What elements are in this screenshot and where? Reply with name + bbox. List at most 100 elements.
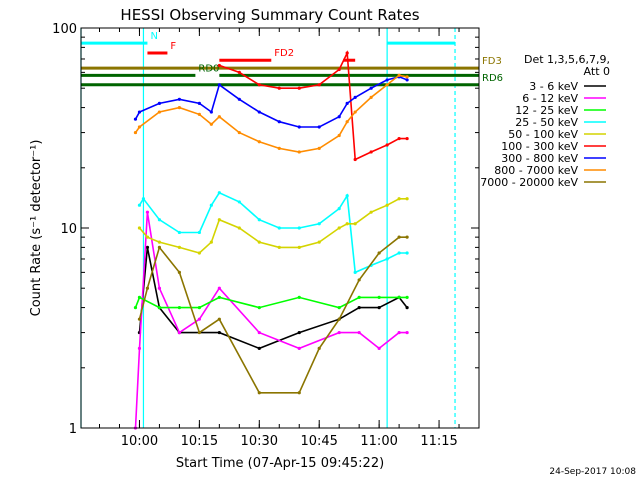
data-point: [357, 330, 361, 335]
data-point: [177, 305, 182, 310]
data-point: [337, 226, 341, 230]
data-point: [357, 278, 361, 282]
data-point: [137, 125, 142, 129]
data-point: [405, 197, 409, 201]
flag-label-n: N: [150, 31, 157, 42]
data-point: [197, 317, 201, 321]
data-point: [405, 235, 409, 239]
data-point: [353, 110, 357, 114]
data-point: [157, 305, 162, 310]
data-point: [157, 110, 162, 114]
data-point: [157, 218, 162, 222]
data-point: [177, 230, 182, 235]
data-point: [297, 125, 301, 129]
legend-title: Det 1,3,5,6,7,9,: [524, 53, 610, 66]
data-point: [217, 191, 221, 195]
data-point: [337, 67, 341, 72]
data-point: [177, 330, 182, 335]
flag-label-fd2: FD2: [274, 48, 294, 59]
data-point: [397, 295, 401, 299]
flag-label-f: F: [170, 41, 176, 52]
data-point: [257, 305, 261, 310]
data-point: [217, 83, 221, 87]
data-point: [257, 83, 261, 87]
data-point: [257, 330, 261, 335]
data-point: [137, 203, 142, 207]
legend-entry-label: 800 - 7000 keV: [494, 164, 578, 177]
data-point: [385, 78, 389, 82]
data-point: [277, 245, 281, 249]
data-point: [137, 226, 142, 230]
data-point: [317, 240, 321, 244]
data-point: [197, 112, 201, 116]
legend-entry-label: 100 - 300 keV: [501, 140, 578, 153]
data-point: [177, 97, 182, 101]
data-point: [397, 136, 401, 141]
legend-entry-label: 300 - 800 keV: [501, 152, 578, 165]
data-point: [277, 86, 281, 90]
data-point: [297, 391, 301, 395]
x-axis: 10:00 10:15 10:30 10:45 11:00 11:15: [99, 28, 480, 449]
data-point: [317, 125, 321, 129]
data-point: [345, 120, 349, 124]
data-point: [137, 317, 142, 321]
flag-label-rd0: RD0: [198, 63, 219, 74]
data-point: [385, 143, 389, 147]
data-point: [297, 245, 301, 249]
data-point: [257, 140, 261, 144]
footer-timestamp: 24-Sep-2017 10:08: [549, 467, 636, 477]
data-point: [317, 146, 321, 151]
data-point: [217, 115, 221, 119]
data-point: [385, 203, 389, 207]
data-point: [297, 346, 301, 351]
data-point: [317, 346, 321, 351]
legend-entry-label: 25 - 50 keV: [515, 116, 578, 129]
data-point: [197, 305, 201, 310]
data-point: [317, 222, 321, 226]
y-axis: 1 10 100: [52, 22, 479, 437]
data-point: [237, 226, 241, 230]
data-point: [145, 210, 150, 214]
data-point: [217, 286, 221, 290]
legend-entry-label: 50 - 100 keV: [508, 128, 578, 141]
data-point: [337, 317, 341, 321]
data-point: [217, 295, 221, 299]
data-point: [277, 226, 281, 230]
data-point: [337, 305, 341, 310]
data-point: [357, 295, 361, 299]
data-point: [237, 70, 241, 74]
data-point: [357, 305, 361, 310]
data-point: [209, 122, 213, 126]
data-point: [145, 245, 150, 249]
chart-title: HESSI Observing Summary Count Rates: [120, 6, 419, 24]
data-point: [345, 222, 349, 226]
data-point: [133, 130, 138, 135]
data-point: [257, 110, 261, 114]
y-tick-label: 100: [52, 22, 77, 37]
data-point: [405, 305, 409, 310]
legend-entry-label: 3 - 6 keV: [529, 80, 578, 93]
data-point: [345, 194, 349, 198]
data-point: [369, 95, 373, 99]
y-tick-label: 1: [69, 422, 77, 437]
data-point: [405, 78, 409, 82]
data-point: [137, 295, 142, 299]
data-point: [197, 230, 201, 235]
legend-entry-label: 7000 - 20000 keV: [480, 176, 578, 189]
data-point: [397, 235, 401, 239]
data-point: [397, 197, 401, 201]
data-point: [257, 240, 261, 244]
data-point: [177, 105, 182, 110]
data-point: [337, 207, 341, 211]
data-point: [297, 226, 301, 230]
data-point: [397, 73, 401, 77]
data-point: [297, 86, 301, 90]
x-tick-label: 11:15: [420, 434, 457, 449]
data-point: [177, 270, 182, 274]
x-axis-label: Start Time (07-Apr-15 09:45:22): [176, 456, 384, 471]
data-point: [297, 150, 301, 154]
flag-label-fd3: FD3: [482, 56, 502, 67]
data-point: [157, 101, 162, 105]
x-tick-label: 10:15: [181, 434, 218, 449]
